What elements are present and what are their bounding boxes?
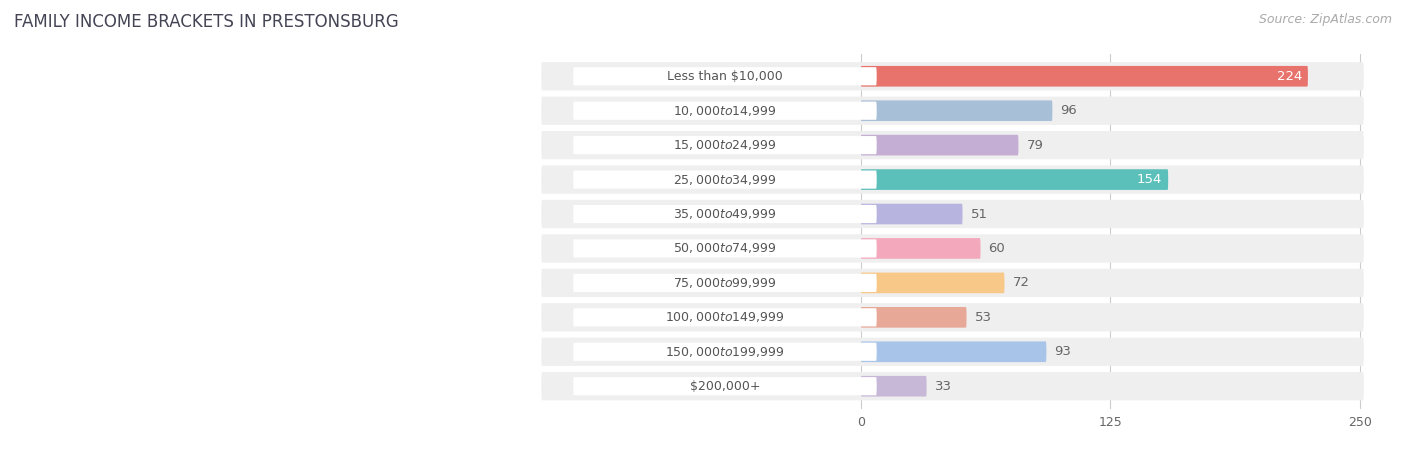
Text: 224: 224 bbox=[1277, 70, 1302, 83]
FancyBboxPatch shape bbox=[574, 67, 877, 85]
FancyBboxPatch shape bbox=[574, 274, 877, 292]
Text: $150,000 to $199,999: $150,000 to $199,999 bbox=[665, 345, 785, 359]
FancyBboxPatch shape bbox=[574, 377, 877, 395]
FancyBboxPatch shape bbox=[860, 238, 980, 259]
FancyBboxPatch shape bbox=[574, 171, 877, 189]
Text: 72: 72 bbox=[1012, 277, 1029, 290]
Text: FAMILY INCOME BRACKETS IN PRESTONSBURG: FAMILY INCOME BRACKETS IN PRESTONSBURG bbox=[14, 13, 399, 31]
FancyBboxPatch shape bbox=[541, 234, 1364, 263]
FancyBboxPatch shape bbox=[860, 135, 1018, 155]
FancyBboxPatch shape bbox=[574, 205, 877, 223]
Text: $35,000 to $49,999: $35,000 to $49,999 bbox=[673, 207, 776, 221]
FancyBboxPatch shape bbox=[541, 166, 1364, 194]
Text: 93: 93 bbox=[1054, 345, 1071, 358]
FancyBboxPatch shape bbox=[860, 376, 927, 396]
Text: $100,000 to $149,999: $100,000 to $149,999 bbox=[665, 310, 785, 324]
Text: $75,000 to $99,999: $75,000 to $99,999 bbox=[673, 276, 776, 290]
Text: 96: 96 bbox=[1060, 104, 1077, 117]
FancyBboxPatch shape bbox=[574, 308, 877, 326]
Text: 53: 53 bbox=[974, 311, 991, 324]
Text: Source: ZipAtlas.com: Source: ZipAtlas.com bbox=[1258, 13, 1392, 26]
Text: 79: 79 bbox=[1026, 139, 1043, 152]
FancyBboxPatch shape bbox=[860, 169, 1168, 190]
FancyBboxPatch shape bbox=[541, 303, 1364, 331]
Text: Less than $10,000: Less than $10,000 bbox=[666, 70, 783, 83]
FancyBboxPatch shape bbox=[541, 372, 1364, 401]
FancyBboxPatch shape bbox=[574, 136, 877, 154]
FancyBboxPatch shape bbox=[860, 307, 966, 328]
Text: $50,000 to $74,999: $50,000 to $74,999 bbox=[673, 242, 776, 255]
Text: $200,000+: $200,000+ bbox=[690, 380, 761, 393]
FancyBboxPatch shape bbox=[574, 239, 877, 258]
FancyBboxPatch shape bbox=[541, 338, 1364, 366]
FancyBboxPatch shape bbox=[541, 97, 1364, 125]
FancyBboxPatch shape bbox=[860, 341, 1046, 362]
FancyBboxPatch shape bbox=[574, 101, 877, 120]
FancyBboxPatch shape bbox=[541, 131, 1364, 159]
FancyBboxPatch shape bbox=[541, 200, 1364, 228]
FancyBboxPatch shape bbox=[541, 62, 1364, 90]
FancyBboxPatch shape bbox=[574, 343, 877, 361]
Text: 154: 154 bbox=[1137, 173, 1163, 186]
Text: 51: 51 bbox=[970, 207, 987, 220]
Text: $25,000 to $34,999: $25,000 to $34,999 bbox=[673, 172, 776, 187]
FancyBboxPatch shape bbox=[541, 269, 1364, 297]
Text: $10,000 to $14,999: $10,000 to $14,999 bbox=[673, 104, 776, 118]
FancyBboxPatch shape bbox=[860, 66, 1308, 87]
FancyBboxPatch shape bbox=[860, 101, 1052, 121]
FancyBboxPatch shape bbox=[860, 273, 1004, 293]
Text: $15,000 to $24,999: $15,000 to $24,999 bbox=[673, 138, 776, 152]
Text: 60: 60 bbox=[988, 242, 1005, 255]
Text: 33: 33 bbox=[935, 380, 952, 393]
FancyBboxPatch shape bbox=[860, 204, 963, 224]
